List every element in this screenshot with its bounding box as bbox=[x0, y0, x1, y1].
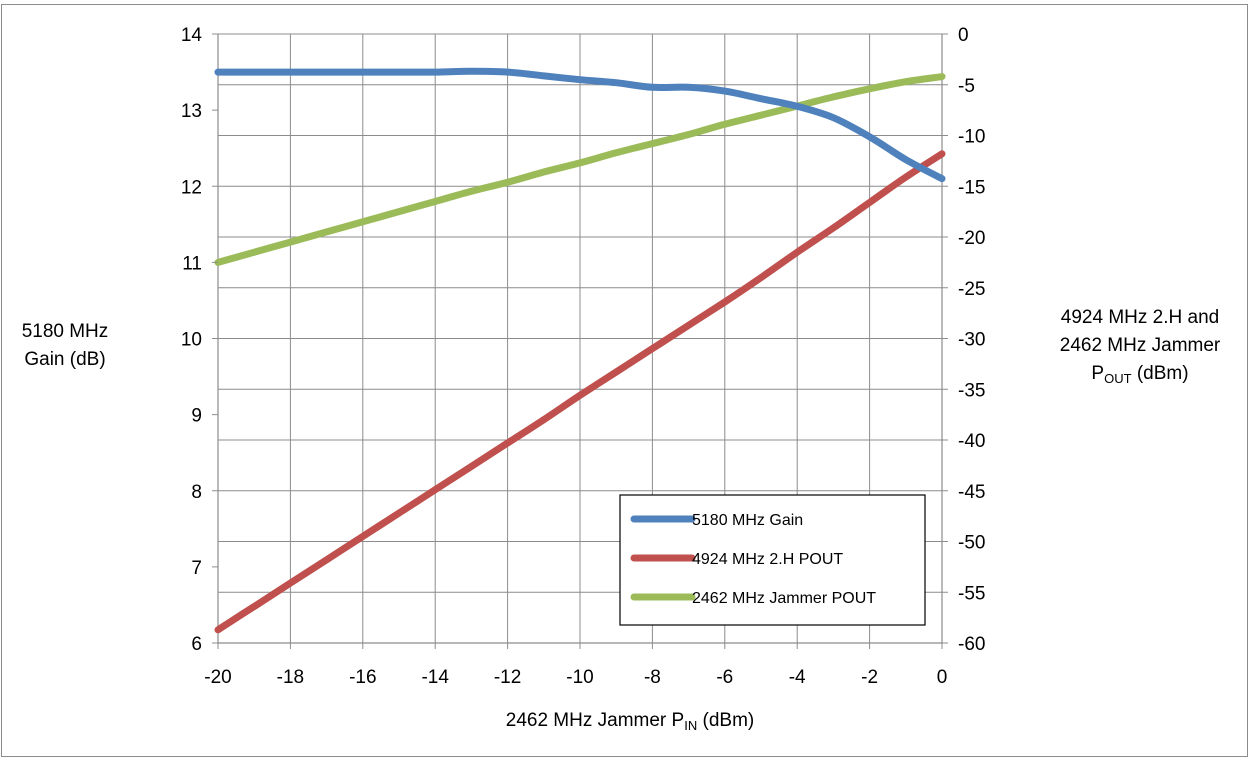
right-tick-label: -40 bbox=[958, 431, 985, 452]
x-axis-ticks: -20 -18 -16 -14 -12 -10 -8 -6 -4 -2 0 bbox=[204, 643, 947, 688]
left-tick-label: 12 bbox=[181, 177, 202, 198]
right-tick-label: -35 bbox=[958, 380, 985, 401]
x-tick-label: -20 bbox=[204, 667, 231, 688]
right-tick-label: -5 bbox=[958, 76, 975, 97]
right-axis-ticks: -60-55-50-45-40-35-30-25-20-15-10-50 bbox=[942, 25, 985, 655]
x-tick-label: -4 bbox=[789, 667, 806, 688]
left-tick-label: 9 bbox=[191, 406, 202, 427]
right-tick-label: -20 bbox=[958, 228, 985, 249]
right-tick-label: -25 bbox=[958, 279, 985, 300]
y-axis-label-right: 4924 MHz 2.H and 2462 MHz Jammer POUT (d… bbox=[1030, 304, 1250, 388]
y-axis-label-right-line2: 2462 MHz Jammer bbox=[1030, 332, 1250, 360]
right-tick-label: -60 bbox=[958, 634, 985, 655]
x-tick-label: -18 bbox=[277, 667, 304, 688]
right-tick-label: -45 bbox=[958, 482, 985, 503]
left-tick-label: 10 bbox=[181, 330, 202, 351]
left-tick-label: 13 bbox=[181, 101, 202, 122]
y-axis-label-right-line3: POUT (dBm) bbox=[1030, 360, 1250, 388]
y-axis-label-left-line2: Gain (dB) bbox=[10, 346, 120, 374]
x-tick-label: -10 bbox=[566, 667, 593, 688]
right-tick-label: 0 bbox=[958, 25, 969, 46]
left-axis-ticks: 6 7 8 9 10 11 12 13 14 bbox=[181, 25, 218, 655]
x-tick-label: -16 bbox=[349, 667, 376, 688]
right-tick-label: -15 bbox=[958, 177, 985, 198]
x-tick-label: -12 bbox=[494, 667, 521, 688]
left-tick-label: 14 bbox=[181, 25, 203, 46]
y-axis-label-left-line1: 5180 MHz bbox=[10, 318, 120, 346]
y-axis-label-right-line1: 4924 MHz 2.H and bbox=[1030, 304, 1250, 332]
x-tick-label: -6 bbox=[716, 667, 733, 688]
legend-label: 4924 MHz 2.H POUT bbox=[692, 551, 843, 568]
x-tick-label: -8 bbox=[644, 667, 661, 688]
y-axis-label-left: 5180 MHz Gain (dB) bbox=[10, 318, 120, 374]
x-tick-label: 0 bbox=[937, 667, 948, 688]
right-tick-label: -30 bbox=[958, 330, 985, 351]
left-tick-label: 8 bbox=[191, 482, 202, 503]
legend: 5180 MHz Gain 4924 MHz 2.H POUT 2462 MHz J… bbox=[620, 495, 925, 625]
left-tick-label: 11 bbox=[182, 253, 202, 274]
x-tick-label: -14 bbox=[421, 667, 449, 688]
left-tick-label: 7 bbox=[191, 558, 202, 579]
right-tick-label: -10 bbox=[958, 127, 985, 148]
x-axis-label: 2462 MHz Jammer PIN (dBm) bbox=[380, 707, 880, 735]
left-tick-label: 6 bbox=[191, 634, 202, 655]
right-tick-label: -55 bbox=[958, 583, 985, 604]
legend-label: 2462 MHz Jammer POUT bbox=[692, 590, 876, 607]
legend-label: 5180 MHz Gain bbox=[692, 512, 803, 529]
x-tick-label: -2 bbox=[861, 667, 878, 688]
right-tick-label: -50 bbox=[958, 533, 985, 554]
